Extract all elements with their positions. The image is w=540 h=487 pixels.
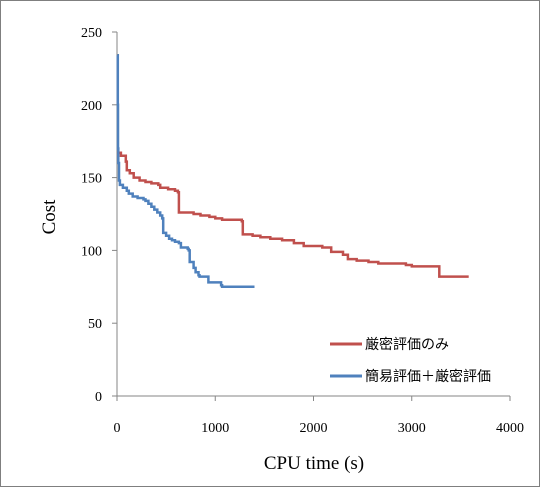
y-tick-label: 0 — [95, 390, 102, 405]
x-tick-labels: 0 1000 2000 3000 4000 — [114, 421, 525, 436]
x-tick-label: 3000 — [398, 421, 426, 436]
x-tick-label: 1000 — [201, 421, 229, 436]
x-tick-label: 4000 — [496, 421, 524, 436]
series-layer — [116, 54, 469, 289]
y-tick-label: 100 — [81, 244, 102, 259]
y-tick-label: 250 — [81, 26, 102, 41]
y-tick-label: 150 — [81, 172, 102, 187]
y-tick-labels: 0 50 100 150 200 250 — [81, 26, 102, 405]
legend-label-2: 簡易評価＋厳密評価 — [365, 368, 491, 385]
x-tick-label: 0 — [114, 421, 121, 436]
series-line-2 — [116, 54, 255, 289]
x-axis — [116, 395, 511, 401]
legend-label-1: 厳密評価のみ — [365, 336, 449, 353]
y-axis-title: Cost — [39, 199, 60, 235]
series-line-1 — [117, 151, 469, 278]
x-tick-label: 2000 — [300, 421, 328, 436]
y-axis — [112, 31, 118, 397]
y-tick-label: 200 — [81, 99, 102, 114]
x-axis-title: CPU time (s) — [264, 453, 364, 474]
y-tick-label: 50 — [88, 317, 102, 332]
